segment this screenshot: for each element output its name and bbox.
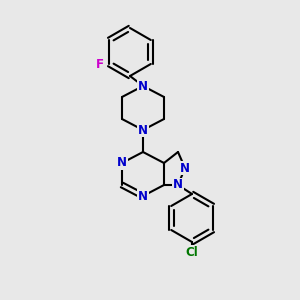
Text: N: N bbox=[138, 190, 148, 202]
Text: N: N bbox=[173, 178, 183, 191]
Text: Cl: Cl bbox=[186, 245, 198, 259]
Text: N: N bbox=[117, 157, 127, 169]
Text: F: F bbox=[96, 58, 104, 70]
Text: N: N bbox=[138, 124, 148, 136]
Text: N: N bbox=[138, 80, 148, 92]
Text: N: N bbox=[180, 161, 190, 175]
